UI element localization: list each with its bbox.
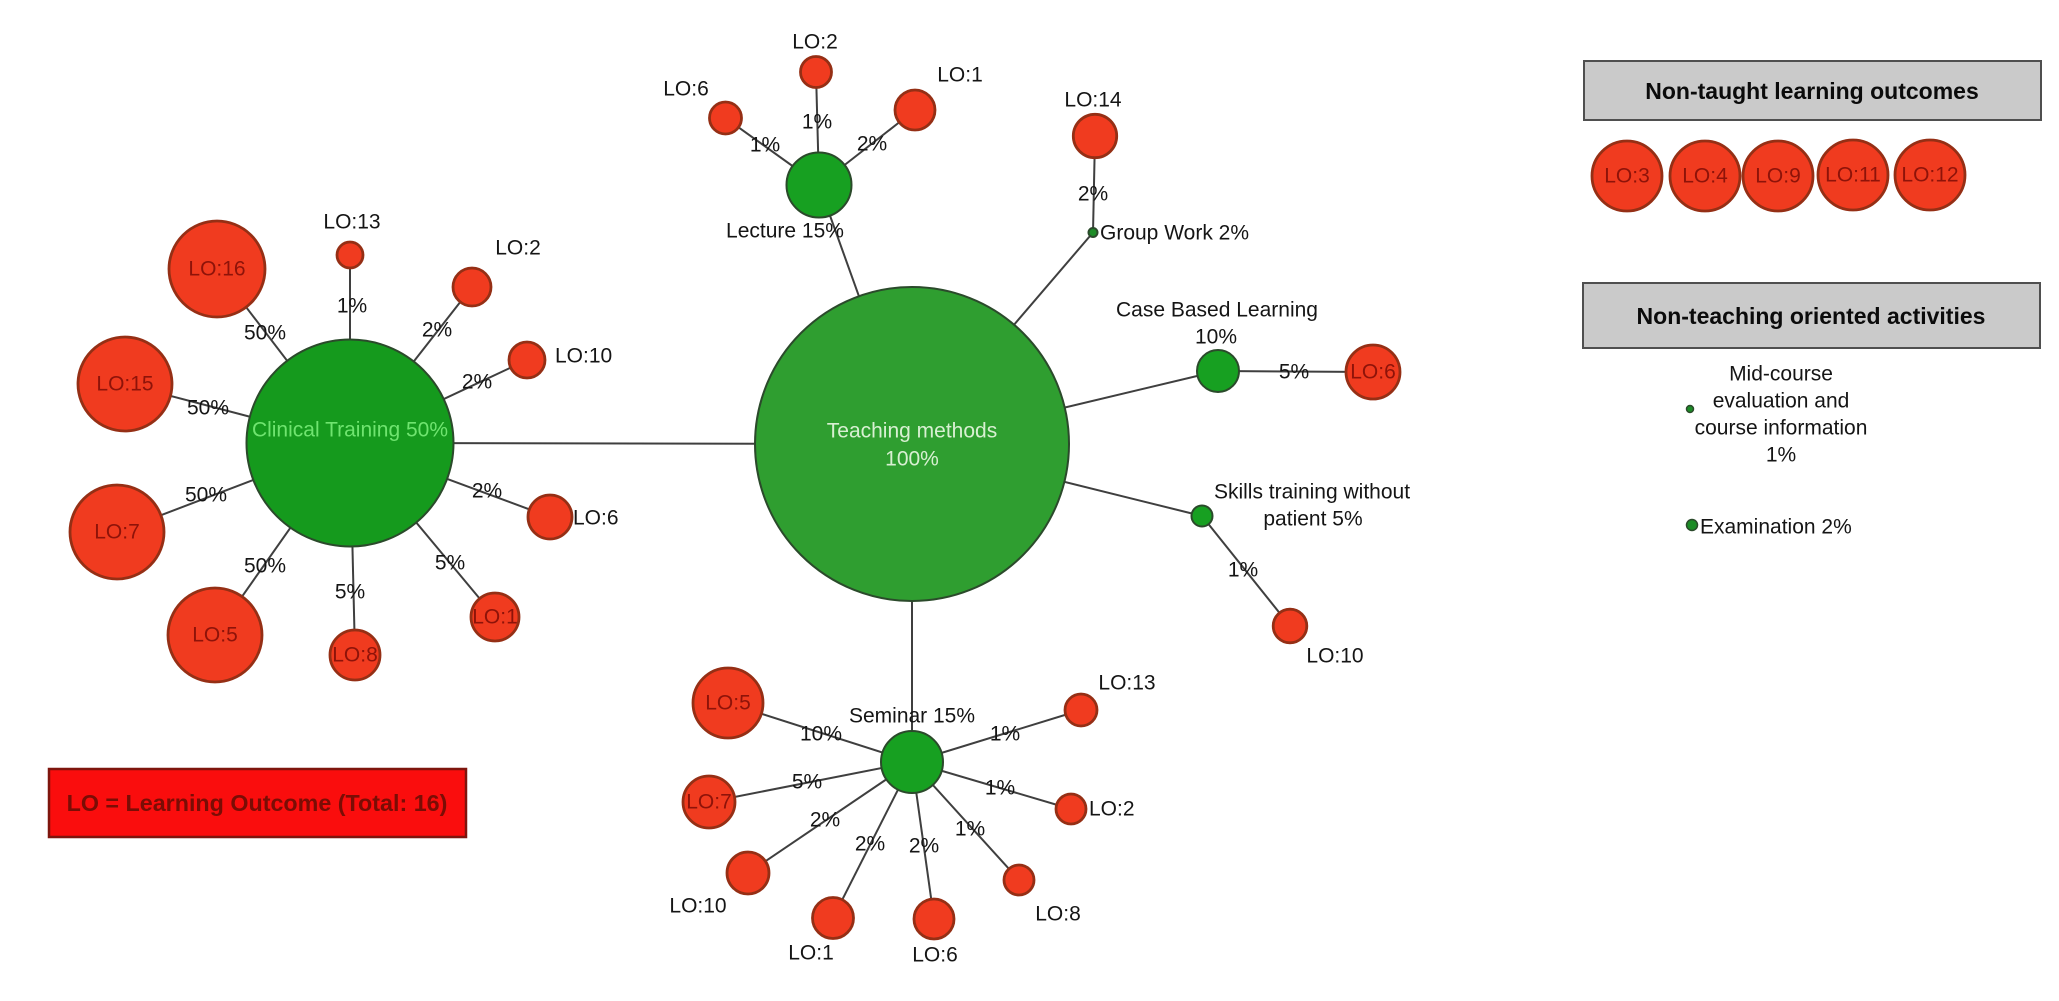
svg-text:LO:10: LO:10 <box>1306 645 1363 668</box>
svg-text:5%: 5% <box>1279 361 1309 384</box>
svg-text:50%: 50% <box>244 322 286 345</box>
svg-text:LO:1: LO:1 <box>472 606 518 629</box>
svg-text:LO:1: LO:1 <box>937 64 983 87</box>
svg-text:Clinical Training 50%: Clinical Training 50% <box>252 419 448 442</box>
svg-text:2%: 2% <box>1078 183 1108 206</box>
svg-text:Lecture 15%: Lecture 15% <box>726 220 844 243</box>
svg-text:Case Based Learning: Case Based Learning <box>1116 299 1318 322</box>
svg-text:LO:10: LO:10 <box>669 895 726 918</box>
svg-text:Teaching methods: Teaching methods <box>827 420 997 443</box>
svg-text:LO:9: LO:9 <box>1755 165 1801 188</box>
svg-text:1%: 1% <box>1228 559 1258 582</box>
svg-text:LO:7: LO:7 <box>94 521 140 544</box>
svg-text:LO:11: LO:11 <box>1825 164 1881 187</box>
svg-text:10%: 10% <box>1195 326 1237 349</box>
svg-text:1%: 1% <box>337 295 367 318</box>
svg-text:LO:5: LO:5 <box>705 692 751 715</box>
svg-text:5%: 5% <box>335 581 365 604</box>
svg-text:50%: 50% <box>244 555 286 578</box>
svg-text:Skills training without: Skills training without <box>1214 481 1410 504</box>
svg-text:1%: 1% <box>750 134 780 157</box>
svg-text:5%: 5% <box>792 771 822 794</box>
svg-text:LO:2: LO:2 <box>495 237 541 260</box>
svg-text:Group Work 2%: Group Work 2% <box>1100 222 1249 245</box>
svg-text:LO:6: LO:6 <box>663 78 709 101</box>
svg-text:LO:6: LO:6 <box>912 944 958 967</box>
svg-text:1%: 1% <box>985 777 1015 800</box>
svg-text:course information: course information <box>1695 417 1868 440</box>
svg-text:2%: 2% <box>857 133 887 156</box>
svg-text:2%: 2% <box>472 480 502 503</box>
svg-text:5%: 5% <box>435 552 465 575</box>
svg-text:LO:2: LO:2 <box>792 31 838 54</box>
svg-text:LO:6: LO:6 <box>1350 361 1396 384</box>
svg-text:Examination 2%: Examination 2% <box>1700 516 1852 539</box>
svg-text:LO:13: LO:13 <box>1098 672 1155 695</box>
svg-text:LO:16: LO:16 <box>188 258 245 281</box>
svg-text:LO:12: LO:12 <box>1901 164 1958 187</box>
svg-text:LO:5: LO:5 <box>192 624 238 647</box>
svg-text:evaluation and: evaluation and <box>1713 390 1850 413</box>
svg-text:100%: 100% <box>885 448 939 471</box>
svg-text:Non-teaching oriented activiti: Non-teaching oriented activities <box>1637 303 1986 329</box>
svg-text:2%: 2% <box>462 371 492 394</box>
svg-text:1%: 1% <box>990 723 1020 746</box>
svg-text:Non-taught learning outcomes: Non-taught learning outcomes <box>1645 78 1979 104</box>
svg-text:Seminar 15%: Seminar 15% <box>849 705 975 728</box>
svg-text:2%: 2% <box>855 833 885 856</box>
svg-text:LO = Learning Outcome (Total:: LO = Learning Outcome (Total: 16) <box>67 790 448 816</box>
svg-text:LO:3: LO:3 <box>1604 165 1650 188</box>
svg-text:Mid-course: Mid-course <box>1729 363 1833 386</box>
svg-text:1%: 1% <box>955 818 985 841</box>
svg-text:LO:2: LO:2 <box>1089 798 1135 821</box>
svg-text:50%: 50% <box>187 397 229 420</box>
svg-text:2%: 2% <box>909 835 939 858</box>
svg-text:2%: 2% <box>422 319 452 342</box>
svg-text:LO:14: LO:14 <box>1064 89 1122 112</box>
svg-text:2%: 2% <box>810 809 840 832</box>
svg-text:LO:7: LO:7 <box>686 791 732 814</box>
svg-text:1%: 1% <box>1766 444 1796 467</box>
svg-text:LO:13: LO:13 <box>323 211 380 234</box>
svg-text:50%: 50% <box>185 484 227 507</box>
svg-text:LO:4: LO:4 <box>1682 165 1728 188</box>
svg-text:LO:10: LO:10 <box>555 345 612 368</box>
svg-text:LO:8: LO:8 <box>332 644 378 667</box>
svg-text:LO:1: LO:1 <box>788 942 834 965</box>
svg-text:LO:8: LO:8 <box>1035 903 1081 926</box>
svg-text:10%: 10% <box>800 723 842 746</box>
svg-text:patient 5%: patient 5% <box>1263 508 1362 531</box>
svg-text:LO:6: LO:6 <box>573 507 619 530</box>
svg-text:1%: 1% <box>802 111 832 134</box>
svg-text:LO:15: LO:15 <box>96 373 153 396</box>
